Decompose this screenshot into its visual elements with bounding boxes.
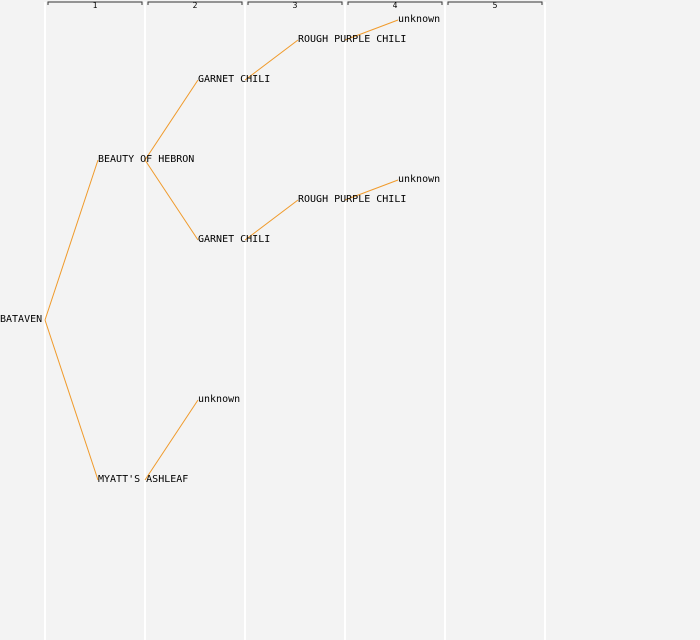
generation-bracket xyxy=(147,1,243,5)
parent-link xyxy=(244,199,299,241)
generation-bracket xyxy=(47,1,143,5)
parent-link xyxy=(144,79,199,161)
parent-link xyxy=(44,159,99,321)
ancestor-node[interactable]: GARNET CHILI xyxy=(198,234,271,245)
generation-number: 4 xyxy=(392,1,398,10)
unknown-ancestor-node[interactable]: unknown xyxy=(398,14,441,25)
pedigree-edges xyxy=(44,19,399,481)
unknown-ancestor-node[interactable]: unknown xyxy=(198,394,241,405)
generation-headers xyxy=(47,1,543,5)
generation-bracket xyxy=(247,1,343,5)
ancestor-node[interactable]: BEAUTY OF HEBRON xyxy=(98,154,195,165)
parent-link xyxy=(144,399,199,481)
parent-link xyxy=(244,39,299,81)
generation-number: 5 xyxy=(492,1,498,10)
ancestor-node[interactable]: MYATT'S ASHLEAF xyxy=(98,474,189,485)
unknown-ancestor-node[interactable]: unknown xyxy=(398,174,441,185)
parent-link xyxy=(344,179,399,201)
column-dividers xyxy=(44,2,546,640)
ancestor-node[interactable]: GARNET CHILI xyxy=(198,74,271,85)
parent-link xyxy=(44,319,99,481)
generation-number: 2 xyxy=(192,1,198,10)
ancestor-node[interactable]: ROUGH PURPLE CHILI xyxy=(298,194,407,205)
generation-bracket xyxy=(347,1,443,5)
parent-link xyxy=(344,19,399,41)
generation-number: 1 xyxy=(92,1,98,10)
ancestor-node[interactable]: BATAVEN xyxy=(0,314,43,325)
parent-link xyxy=(144,159,199,241)
ancestor-node[interactable]: ROUGH PURPLE CHILI xyxy=(298,34,407,45)
generation-bracket xyxy=(447,1,543,5)
generation-number: 3 xyxy=(292,1,298,10)
